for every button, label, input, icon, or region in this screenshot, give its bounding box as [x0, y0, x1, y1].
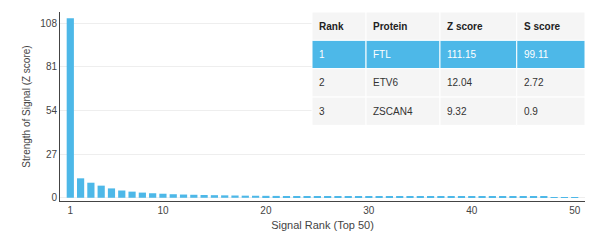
svg-text:0: 0: [51, 192, 57, 203]
svg-text:27: 27: [46, 149, 58, 160]
svg-text:1: 1: [68, 205, 74, 216]
svg-text:S score: S score: [524, 21, 561, 32]
svg-text:Rank: Rank: [319, 21, 344, 32]
svg-text:1: 1: [319, 49, 325, 60]
svg-text:3: 3: [319, 106, 325, 117]
svg-text:ZSCAN4: ZSCAN4: [373, 106, 413, 117]
svg-text:12.04: 12.04: [447, 77, 472, 88]
svg-text:10: 10: [157, 205, 169, 216]
svg-text:50: 50: [569, 205, 581, 216]
svg-text:99.11: 99.11: [524, 49, 549, 60]
svg-text:20: 20: [260, 205, 272, 216]
svg-text:9.32: 9.32: [447, 106, 467, 117]
svg-text:2: 2: [319, 77, 325, 88]
svg-text:2.72: 2.72: [524, 77, 544, 88]
svg-text:ETV6: ETV6: [373, 77, 398, 88]
svg-text:Protein: Protein: [373, 21, 407, 32]
svg-text:Strength of Signal (Z score): Strength of Signal (Z score): [21, 45, 32, 167]
svg-text:40: 40: [466, 205, 478, 216]
svg-text:81: 81: [46, 61, 58, 72]
svg-text:Signal Rank (Top 50): Signal Rank (Top 50): [271, 219, 374, 231]
svg-text:0.9: 0.9: [524, 106, 538, 117]
svg-text:54: 54: [46, 105, 58, 116]
svg-text:30: 30: [363, 205, 375, 216]
svg-text:111.15: 111.15: [447, 49, 477, 60]
svg-text:Z score: Z score: [447, 21, 483, 32]
svg-text:FTL: FTL: [373, 49, 391, 60]
svg-text:108: 108: [40, 18, 57, 29]
